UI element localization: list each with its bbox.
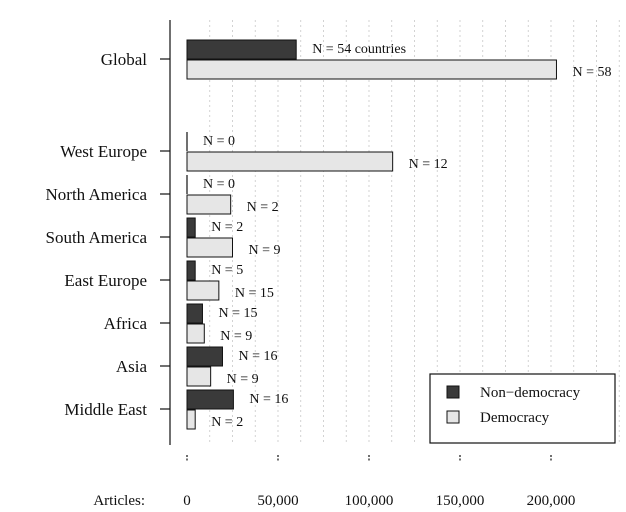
bar-democracy <box>186 59 557 80</box>
bar-non-democracy <box>186 346 223 367</box>
legend-swatch <box>446 385 460 399</box>
data-label-democracy: N = 2 <box>247 200 279 215</box>
bar-non-democracy <box>186 303 203 324</box>
data-label-democracy: N = 2 <box>211 415 243 430</box>
category-axis: Global West Europe North America South Amer… <box>45 20 171 445</box>
bars-layer: N = 54 countries N = 58 N = 0 N = 12 N = 0 N … <box>186 39 611 430</box>
category-label: East Europe <box>64 271 147 290</box>
x-axis-title: Articles: <box>93 493 145 509</box>
x-tick-label: 50,000 <box>257 493 298 509</box>
bar-democracy <box>186 280 220 301</box>
bar-democracy <box>186 366 212 387</box>
category-label: North America <box>46 185 148 204</box>
category-label: Africa <box>104 314 148 333</box>
legend-swatch <box>446 410 460 424</box>
data-label-non-democracy: N = 54 countries <box>312 42 406 57</box>
data-label-non-democracy: N = 5 <box>211 263 243 278</box>
category-label: West Europe <box>60 142 147 161</box>
data-label-non-democracy: N = 16 <box>238 349 277 364</box>
bar-non-democracy <box>186 217 196 238</box>
category-label: South America <box>45 228 147 247</box>
x-tick-label: 100,000 <box>345 493 394 509</box>
data-label-democracy: N = 9 <box>220 329 252 344</box>
data-label-non-democracy: N = 2 <box>211 220 243 235</box>
data-label-non-democracy: N = 0 <box>203 134 235 149</box>
category-label: Global <box>101 50 148 69</box>
x-tick-label: 0 <box>183 493 191 509</box>
legend-box <box>429 373 616 444</box>
legend-label: Democracy <box>480 410 550 426</box>
bar-non-democracy <box>186 389 234 410</box>
data-label-democracy: N = 15 <box>235 286 274 301</box>
legend-label: Non−democracy <box>480 385 581 401</box>
bar-democracy <box>186 237 233 258</box>
data-label-non-democracy: N = 0 <box>203 177 235 192</box>
bar-democracy <box>186 194 232 215</box>
value-axis: 0 50,000 100,000 150,000 200,000 <box>183 455 575 509</box>
data-label-democracy: N = 9 <box>249 243 281 258</box>
x-tick-label: 150,000 <box>436 493 485 509</box>
data-label-democracy: N = 12 <box>409 157 448 172</box>
data-label-non-democracy: N = 15 <box>218 306 257 321</box>
data-label-democracy: N = 58 <box>572 65 611 80</box>
data-label-non-democracy: N = 16 <box>249 392 288 407</box>
bar-non-democracy <box>186 39 297 60</box>
legend: Non−democracy Democracy <box>429 373 616 444</box>
grid-layer <box>209 20 620 445</box>
bar-democracy <box>186 409 196 430</box>
data-label-democracy: N = 9 <box>227 372 259 387</box>
bar-democracy <box>186 323 205 344</box>
bar-non-democracy <box>186 260 196 281</box>
category-label: Middle East <box>64 400 147 419</box>
bar-democracy <box>186 151 394 172</box>
x-tick-label: 200,000 <box>527 493 576 509</box>
category-label: Asia <box>116 357 148 376</box>
